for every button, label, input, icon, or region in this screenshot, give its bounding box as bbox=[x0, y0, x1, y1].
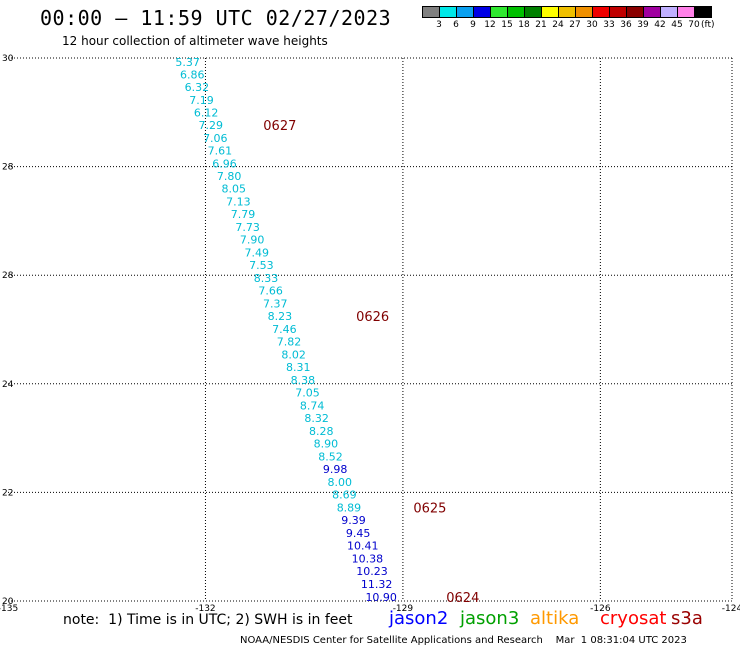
wave-height-value: 6.86 bbox=[180, 68, 205, 81]
lat-tick-label: 28 bbox=[2, 163, 14, 173]
legend-label: 36 bbox=[620, 20, 632, 30]
wave-height-value: 7.53 bbox=[249, 259, 274, 272]
wave-height-value: 10.41 bbox=[347, 540, 379, 553]
wave-height-value: 8.31 bbox=[286, 361, 311, 374]
page-title: 00:00 – 11:59 UTC 02/27/2023 bbox=[40, 6, 392, 30]
wave-height-value: 8.32 bbox=[304, 412, 329, 425]
wave-height-value: 7.66 bbox=[258, 284, 283, 297]
wave-height-value: 10.90 bbox=[365, 591, 397, 604]
legend-label: 24 bbox=[552, 20, 564, 30]
track-values-layer: 5.376.866.327.196.127.297.067.616.967.80… bbox=[175, 56, 397, 604]
wave-height-value: 8.00 bbox=[327, 476, 352, 489]
wave-height-value: 7.49 bbox=[245, 246, 270, 259]
wave-height-value: 7.61 bbox=[208, 144, 233, 157]
legend-unit: (ft) bbox=[701, 20, 715, 30]
legend-label: 9 bbox=[470, 20, 476, 30]
wave-height-value: 11.32 bbox=[361, 578, 393, 591]
footer-note: note: 1) Time is in UTC; 2) SWH is in fe… bbox=[63, 612, 353, 628]
legend-label: 12 bbox=[484, 20, 496, 30]
wave-height-value: 9.98 bbox=[323, 463, 348, 476]
wave-height-value: 7.06 bbox=[203, 132, 228, 145]
wave-height-value: 5.37 bbox=[175, 56, 200, 69]
wave-height-value: 8.33 bbox=[254, 272, 279, 285]
wave-height-value: 7.37 bbox=[263, 297, 288, 310]
wave-height-value: 6.12 bbox=[194, 106, 219, 119]
lon-tick-label: -126 bbox=[590, 604, 611, 614]
legend-label: 45 bbox=[671, 20, 683, 30]
legend-label: 33 bbox=[603, 20, 615, 30]
wave-height-value: 8.38 bbox=[291, 374, 316, 387]
legend-label: 70 bbox=[688, 20, 700, 30]
lat-tick-label: 22 bbox=[2, 488, 13, 498]
wave-height-value: 7.80 bbox=[217, 170, 242, 183]
wave-height-value: 6.96 bbox=[212, 157, 237, 170]
wave-height-value: 9.45 bbox=[346, 527, 371, 540]
wave-height-value: 6.32 bbox=[185, 81, 210, 94]
wave-height-value: 7.29 bbox=[198, 119, 223, 132]
legend-labels: 3 6 9 12 15 18 21 24 27 30 33 36 39 42 45 70 (ft) bbox=[422, 18, 714, 32]
pass-time-label: 0627 bbox=[263, 119, 296, 134]
legend-label: 3 bbox=[436, 20, 442, 30]
lon-tick-label: -132 bbox=[195, 604, 215, 614]
wave-height-value: 10.23 bbox=[356, 565, 388, 578]
wave-height-value: 7.90 bbox=[240, 233, 265, 246]
wave-height-value: 7.79 bbox=[231, 208, 256, 221]
legend-label: 30 bbox=[586, 20, 598, 30]
lat-tick-label: 24 bbox=[2, 380, 14, 390]
legend-label: 42 bbox=[654, 20, 666, 30]
pass-time-label: 0626 bbox=[356, 310, 389, 325]
page-subtitle: 12 hour collection of altimeter wave hei… bbox=[62, 34, 328, 48]
wave-height-value: 8.69 bbox=[332, 489, 357, 502]
wave-height-value: 8.90 bbox=[314, 438, 339, 451]
grid-layer bbox=[8, 57, 733, 602]
lat-tick-label: 30 bbox=[2, 54, 14, 64]
time-labels-layer: 0627 0626 0625 0624 bbox=[263, 119, 479, 606]
legend-label: 6 bbox=[453, 20, 459, 30]
wave-height-value: 9.39 bbox=[341, 514, 366, 527]
legend-label: 39 bbox=[637, 20, 649, 30]
wave-height-value: 8.05 bbox=[222, 182, 247, 195]
satellite-cryosat: cryosat bbox=[600, 608, 667, 629]
satellite-altika: altika bbox=[530, 608, 580, 629]
wave-height-value: 7.05 bbox=[295, 386, 320, 399]
pass-time-label: 0625 bbox=[413, 502, 446, 517]
lon-tick-label: -124 bbox=[722, 604, 740, 614]
wave-height-value: 7.73 bbox=[235, 221, 260, 234]
wave-height-value: 10.38 bbox=[352, 553, 384, 566]
wave-height-value: 7.13 bbox=[226, 195, 251, 208]
legend-swatches bbox=[422, 6, 712, 18]
lat-tick-label: 28 bbox=[2, 271, 14, 281]
legend-label: 18 bbox=[518, 20, 530, 30]
legend-label: 15 bbox=[501, 20, 513, 30]
legend-swatch bbox=[694, 6, 712, 18]
wave-height-value: 7.82 bbox=[277, 335, 302, 348]
legend-label: 27 bbox=[569, 20, 581, 30]
legend-label: 21 bbox=[535, 20, 547, 30]
wave-height-value: 8.74 bbox=[300, 400, 325, 413]
lon-tick-label: -135 bbox=[0, 604, 18, 614]
wave-height-value: 7.46 bbox=[272, 323, 297, 336]
wave-height-value: 8.23 bbox=[268, 310, 293, 323]
lon-tick-label: -129 bbox=[393, 604, 414, 614]
satellite-s3a: s3a bbox=[671, 608, 703, 629]
wave-height-value: 8.02 bbox=[281, 348, 306, 361]
satellite-jason2: jason2 bbox=[389, 608, 449, 629]
color-legend: 3 6 9 12 15 18 21 24 27 30 33 36 39 42 45 70 (ft) bbox=[422, 6, 715, 32]
wave-height-value: 7.19 bbox=[189, 94, 214, 107]
lat-tick-label: 20 bbox=[2, 597, 14, 607]
wave-height-value: 8.28 bbox=[309, 425, 334, 438]
pass-time-label: 0624 bbox=[446, 591, 479, 606]
wave-height-value: 8.89 bbox=[337, 502, 362, 515]
wave-height-value: 8.52 bbox=[318, 451, 343, 464]
satellite-jason3: jason3 bbox=[460, 608, 520, 629]
footer-credit: NOAA/NESDIS Center for Satellite Applica… bbox=[240, 635, 687, 646]
